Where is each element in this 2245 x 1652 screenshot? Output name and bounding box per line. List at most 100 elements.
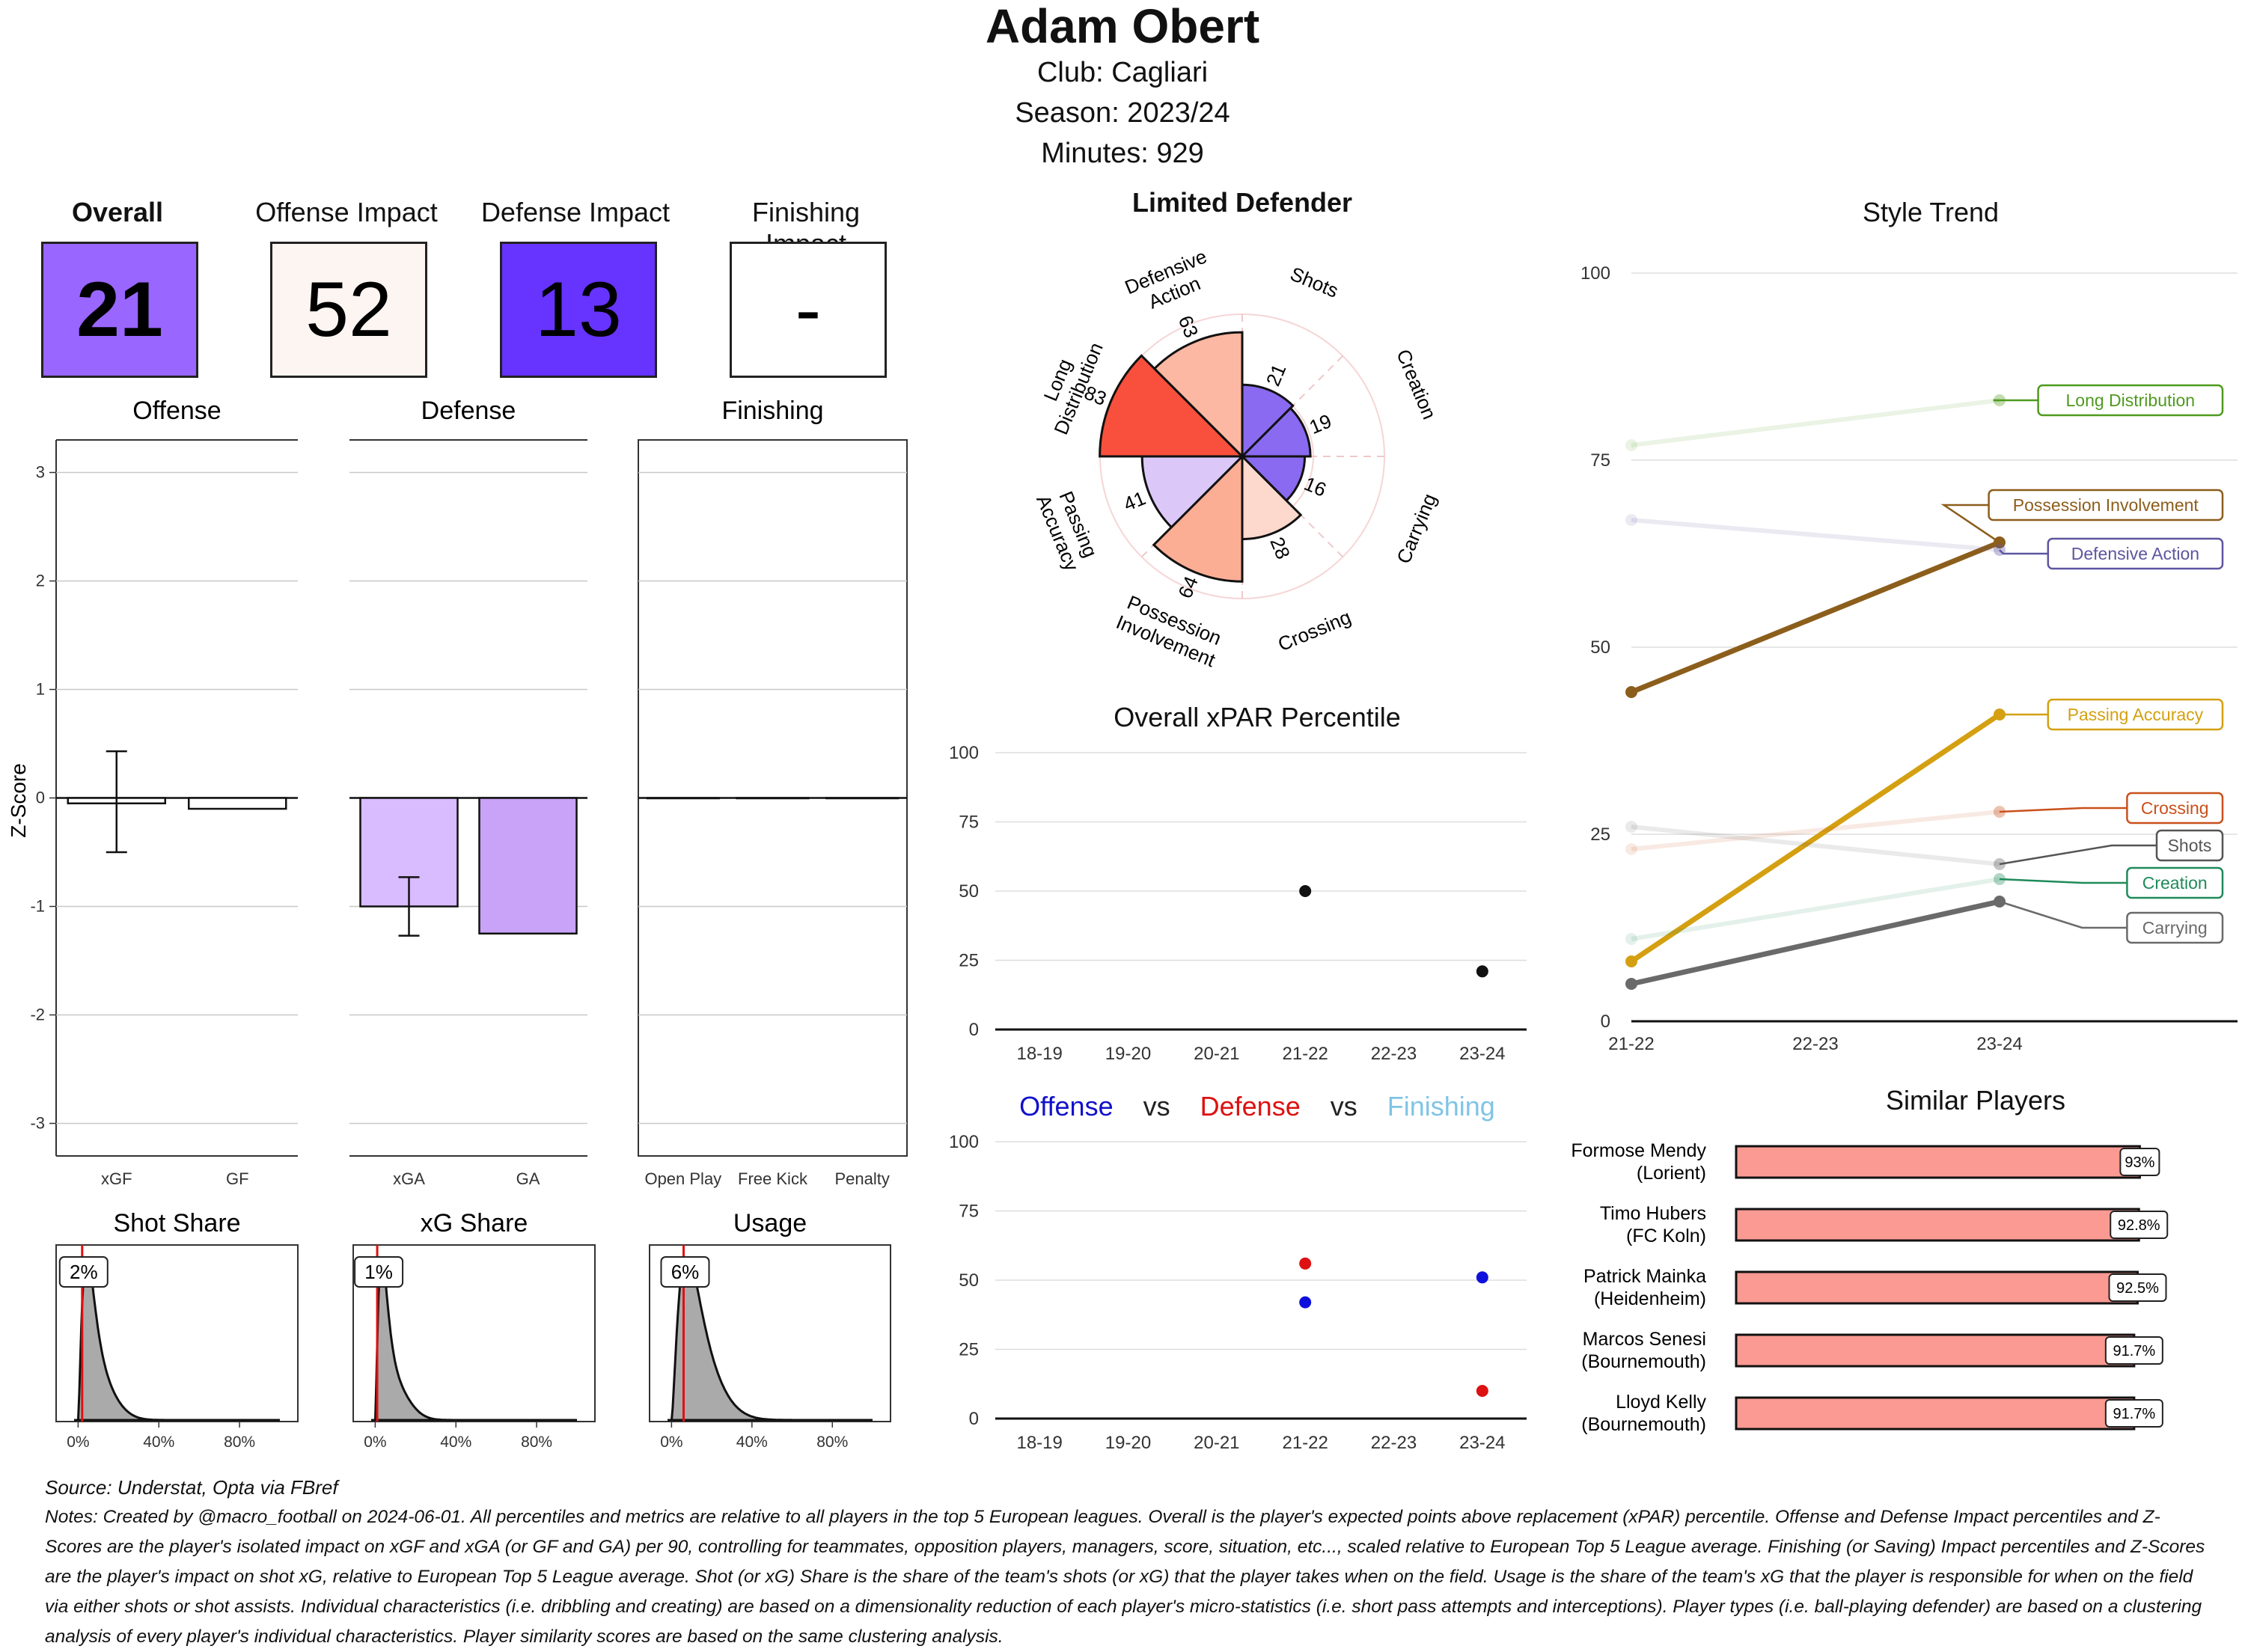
zscore-tick-label: Free Kick: [738, 1169, 808, 1188]
trend-label-box: [2126, 792, 2224, 825]
ovd-x-tick: 19-20: [1105, 1433, 1151, 1453]
radar-value-label: 21: [1262, 361, 1291, 389]
style-x-tick: 23-24: [1976, 1034, 2022, 1054]
radar-value-label: 41: [1120, 486, 1149, 516]
value-label-box: [58, 1256, 109, 1288]
xpar-y-tick: 50: [959, 881, 979, 902]
zscore-panel-title: Finishing: [721, 397, 823, 425]
trend-label-leader: [1999, 807, 2128, 813]
zscore-y-tick: -1: [30, 897, 45, 916]
value-label: 6%: [671, 1261, 700, 1283]
similar-player-club: (FC Koln): [1626, 1226, 1706, 1246]
trend-point: [1625, 686, 1637, 698]
season-line: Season: 2023/24: [1015, 97, 1230, 129]
similar-player-club: (Heidenheim): [1594, 1288, 1706, 1309]
ovd-title-vs-2: vs: [1330, 1091, 1357, 1122]
tile-offense-impact: 52: [270, 242, 427, 378]
trend-series-label: Passing Accuracy: [2068, 705, 2204, 724]
style-y-tick: 75: [1590, 450, 1610, 471]
similarity-label-box: [2119, 1148, 2160, 1176]
share-density-charts: Shot Share 2% 0% 40% 80% xG Share 1% 0% 40% 80% Us…: [55, 1209, 891, 1451]
similar-player-name: Timo Hubers: [1600, 1203, 1706, 1224]
trend-label-leader: [1999, 878, 2128, 884]
density-x-tick: 80%: [521, 1434, 552, 1451]
trend-series-label: Carrying: [2142, 918, 2208, 937]
style-trend-chart: 0 25 50 75 100 21-22 22-23 23-24 Long Distributi…: [1580, 263, 2238, 1054]
similarity-label-box: [2104, 1399, 2163, 1428]
similarity-label-box: [2108, 1273, 2167, 1302]
ovd-x-tick: 22-23: [1371, 1433, 1417, 1453]
similarity-label-box: [2104, 1336, 2163, 1365]
trend-line: [1631, 877, 2000, 941]
similarity-label: 93%: [2125, 1154, 2154, 1171]
ovd-y-tick: 100: [949, 1132, 979, 1152]
zscore-tick-label: Open Play: [644, 1169, 721, 1188]
trend-line: [1631, 518, 2000, 552]
trend-line: [1631, 825, 2000, 866]
ovd-y-tick: 0: [969, 1409, 979, 1429]
club-line: Club: Cagliari: [1036, 57, 1209, 88]
xpar-y-tick: 25: [959, 951, 979, 971]
zscore-y-tick: -2: [30, 1006, 45, 1024]
xpar-percentile-chart: 0 25 50 75 100 18-19 19-20 20-21 21-22 22-23 23-24: [949, 743, 1527, 1064]
radar-value-label: 63: [1174, 312, 1203, 340]
radar-wedge: [1241, 383, 1295, 459]
radar-wedge: [1239, 406, 1312, 458]
zscore-bar: [825, 797, 899, 800]
value-label-box: [354, 1256, 404, 1288]
ovd-x-tick: 23-24: [1459, 1433, 1505, 1453]
similarity-bar: [1735, 1396, 2136, 1431]
similar-players-chart: Formose Mendy(Lorient) 93% Timo Hubers(FC …: [1571, 1140, 2169, 1435]
value-label: 2%: [70, 1261, 98, 1283]
style-y-tick: 100: [1580, 263, 1610, 284]
style-x-tick: 22-23: [1792, 1034, 1838, 1054]
radar-axis-label: Crossing: [1274, 605, 1354, 655]
zscore-y-tick: -3: [30, 1114, 45, 1133]
trend-point: [1625, 821, 1637, 833]
trend-point: [1625, 933, 1637, 945]
xpar-x-tick: 22-23: [1371, 1044, 1417, 1064]
ovd-title: Offense vs Defense vs Finishing: [973, 1091, 1542, 1122]
xpar-y-tick: 100: [949, 743, 979, 763]
trend-series-label: Crossing: [2141, 798, 2209, 818]
density-title: Usage: [733, 1209, 807, 1238]
value-label-box: [660, 1256, 710, 1288]
xpar-y-tick: 0: [969, 1020, 979, 1040]
density-title: Shot Share: [113, 1209, 240, 1238]
radar-wedge: [1152, 331, 1244, 459]
density-x-tick: 40%: [440, 1434, 471, 1451]
style-y-tick: 50: [1590, 637, 1610, 658]
trend-point: [1625, 843, 1637, 855]
density-x-tick: 0%: [364, 1434, 386, 1451]
trend-label-box: [2155, 829, 2224, 862]
ovd-point: [1299, 1257, 1312, 1270]
zscore-tick-label: GF: [226, 1169, 249, 1188]
ovd-x-tick: 18-19: [1016, 1433, 1062, 1453]
trend-label-box: [2047, 698, 2224, 731]
trend-label-box: [2126, 866, 2224, 899]
notes-text: Notes: Created by @macro_football on 202…: [45, 1507, 2205, 1647]
trend-series-label: Possession Involvement: [2013, 495, 2199, 515]
trend-label-leader: [1999, 844, 2157, 866]
ovd-y-tick: 25: [959, 1340, 979, 1360]
footer-notes: Source: Understat, Opta via FBref Notes:…: [45, 1472, 2215, 1652]
similar-player-name: Lloyd Kelly: [1616, 1392, 1706, 1413]
xpar-x-tick: 19-20: [1105, 1044, 1151, 1064]
zscore-tick-label: GA: [516, 1169, 540, 1188]
trend-series-label: Long Distribution: [2065, 391, 2195, 410]
zscore-y-tick: 2: [36, 572, 45, 590]
xpar-point: [1476, 965, 1488, 978]
radar-value-label: 28: [1265, 533, 1295, 562]
zscore-tick-label: xGF: [101, 1169, 132, 1188]
density-x-tick: 80%: [816, 1434, 848, 1451]
xpar-point: [1299, 885, 1312, 897]
trend-label-box: [2126, 911, 2224, 944]
radar-value-label: 64: [1173, 573, 1203, 602]
similarity-label: 91.7%: [2113, 1343, 2156, 1359]
density-title: xG Share: [421, 1209, 528, 1238]
trend-line: [1630, 539, 2001, 695]
zscore-bar: [188, 797, 287, 810]
ovd-title-vs-1: vs: [1143, 1091, 1170, 1122]
radar-title: Limited Defender: [1131, 187, 1353, 218]
density-x-tick: 40%: [143, 1434, 174, 1451]
